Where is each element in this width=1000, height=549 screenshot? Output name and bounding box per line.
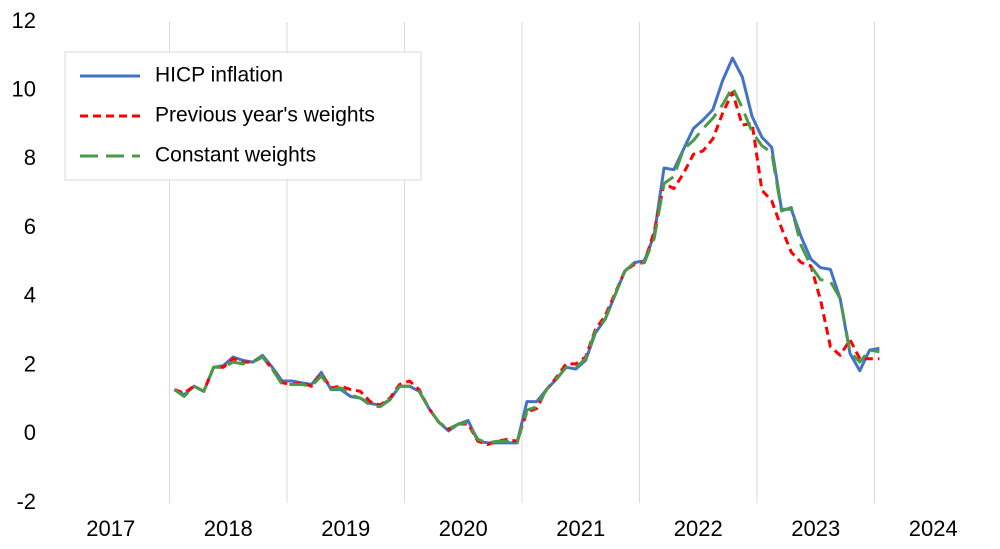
y-tick-label: 10: [12, 77, 36, 102]
x-tick-label: 2024: [909, 516, 958, 541]
legend-label: HICP inflation: [155, 64, 283, 87]
y-tick-label: 0: [24, 420, 36, 445]
y-tick-label: 4: [24, 283, 36, 308]
x-tick-label: 2019: [321, 516, 370, 541]
y-tick-label: 12: [12, 8, 36, 33]
legend: HICP inflation Previous year's weights Con…: [64, 51, 422, 181]
series-line: [173, 85, 880, 445]
x-tick-label: 2018: [204, 516, 253, 541]
y-tick-label: -2: [16, 489, 36, 514]
y-tick-label: 8: [24, 145, 36, 170]
legend-label: Constant weights: [155, 144, 316, 167]
y-tick-label: 2: [24, 351, 36, 376]
x-tick-label: 2020: [439, 516, 488, 541]
legend-label: Previous year's weights: [155, 104, 375, 127]
x-tick-label: 2017: [86, 516, 135, 541]
y-tick-label: 6: [24, 214, 36, 239]
x-tick-label: 2021: [556, 516, 605, 541]
x-tick-label: 2023: [791, 516, 840, 541]
x-tick-label: 2022: [674, 516, 723, 541]
series-line: [173, 56, 880, 445]
